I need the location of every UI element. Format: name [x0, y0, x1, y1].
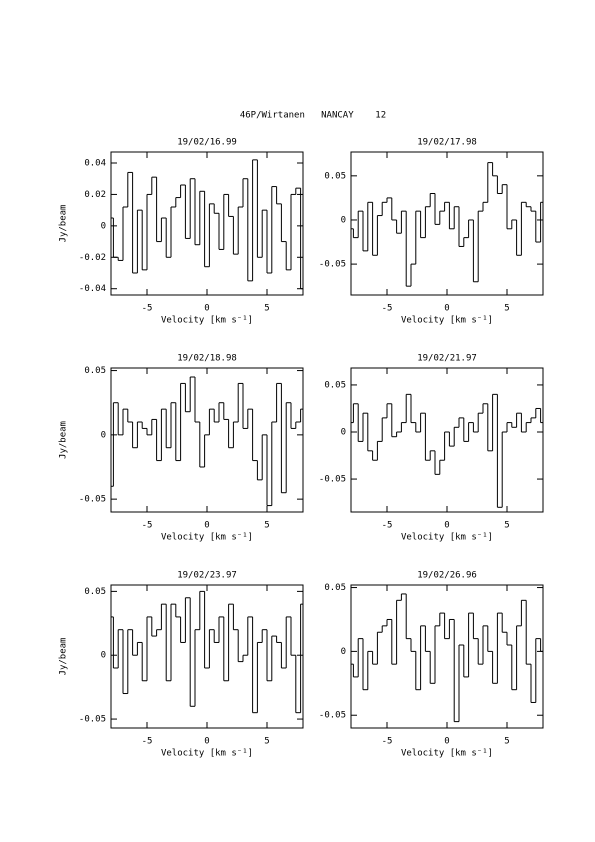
y-tick-label: -0.05 — [319, 260, 346, 270]
x-tick-label: 5 — [504, 737, 509, 747]
y-tick-label: 0 — [101, 221, 106, 231]
y-tick-label: -0.05 — [79, 715, 106, 725]
x-tick-label: 5 — [264, 521, 269, 531]
plot-frame — [110, 584, 304, 729]
y-tick-label: 0.05 — [324, 380, 346, 390]
y-tick-label: 0.05 — [324, 583, 346, 593]
x-axis-label: Velocity [km s⁻¹] — [401, 749, 493, 759]
figure-title: 46P/Wirtanen NANCAY 12 — [240, 111, 386, 121]
x-tick-label: -5 — [142, 304, 153, 314]
x-tick-label: 5 — [504, 304, 509, 314]
y-tick-label: 0 — [101, 651, 106, 661]
spectrum — [351, 593, 543, 723]
plot-frame — [350, 584, 544, 729]
x-axis-label: Velocity [km s⁻¹] — [161, 316, 253, 326]
x-tick-label: 5 — [264, 304, 269, 314]
spectrum — [351, 393, 543, 508]
panel-title: 19/02/23.97 — [177, 571, 237, 581]
x-tick-label: -5 — [382, 521, 393, 531]
panel-title: 19/02/18.98 — [177, 354, 237, 364]
x-tick-label: 0 — [444, 521, 449, 531]
panel: 19/02/21.97 Velocity [km s⁻¹] -5 0 5 -0.05 0 0.… — [319, 354, 544, 543]
x-axis-label: Velocity [km s⁻¹] — [161, 533, 253, 543]
panel-title: 19/02/17.98 — [417, 138, 477, 148]
panel: 19/02/23.97 Velocity [km s⁻¹] Jy/beam -5 0 5 -… — [59, 571, 304, 759]
spectrum — [111, 590, 303, 714]
y-tick-label: -0.05 — [319, 711, 346, 721]
x-tick-label: 0 — [204, 737, 209, 747]
panel-title: 19/02/16.99 — [177, 138, 237, 148]
y-tick-label: -0.02 — [79, 253, 106, 263]
x-axis-label: Velocity [km s⁻¹] — [401, 533, 493, 543]
x-tick-label: 5 — [504, 521, 509, 531]
panel: 19/02/18.98 Velocity [km s⁻¹] Jy/beam -5 0 5 -… — [59, 354, 304, 543]
x-axis-label: Velocity [km s⁻¹] — [401, 316, 493, 326]
x-tick-label: -5 — [142, 521, 153, 531]
x-tick-label: 0 — [204, 304, 209, 314]
x-tick-label: 0 — [204, 521, 209, 531]
spectrum — [351, 162, 543, 287]
y-tick-label: -0.05 — [319, 475, 346, 485]
y-tick-label: 0.02 — [84, 190, 106, 200]
panel: 19/02/16.99 Velocity [km s⁻¹] Jy/beam -5 0 5 -… — [59, 138, 304, 326]
panel-title: 19/02/21.97 — [417, 354, 477, 364]
y-tick-label: 0 — [341, 647, 346, 657]
plot-frame — [350, 367, 544, 513]
y-axis-label: Jy/beam — [59, 205, 69, 243]
x-tick-label: 0 — [444, 304, 449, 314]
spectrum — [111, 159, 303, 290]
plot-frame — [110, 367, 304, 513]
panel: 19/02/26.96 Velocity [km s⁻¹] -5 0 5 -0.05 0 0.… — [319, 571, 544, 759]
plot-frame — [350, 151, 544, 296]
panel-title: 19/02/26.96 — [417, 571, 477, 581]
x-tick-label: -5 — [382, 737, 393, 747]
plot-frame — [110, 151, 304, 296]
y-tick-label: 0.05 — [324, 171, 346, 181]
x-tick-label: -5 — [382, 304, 393, 314]
y-tick-label: 0 — [341, 428, 346, 438]
spectrum — [111, 376, 303, 507]
y-tick-label: -0.05 — [79, 495, 106, 505]
panel: 19/02/17.98 Velocity [km s⁻¹] -5 0 5 -0.05 0 0.… — [319, 138, 544, 326]
y-tick-label: 0.04 — [84, 159, 106, 169]
y-tick-label: 0 — [341, 215, 346, 225]
y-tick-label: 0 — [101, 430, 106, 440]
y-tick-label: 0.05 — [84, 366, 106, 376]
y-tick-label: 0.05 — [84, 587, 106, 597]
y-axis-label: Jy/beam — [59, 421, 69, 459]
y-tick-label: -0.04 — [79, 284, 106, 294]
x-tick-label: -5 — [142, 737, 153, 747]
y-axis-label: Jy/beam — [59, 638, 69, 676]
x-tick-label: 5 — [264, 737, 269, 747]
x-tick-label: 0 — [444, 737, 449, 747]
x-axis-label: Velocity [km s⁻¹] — [161, 749, 253, 759]
